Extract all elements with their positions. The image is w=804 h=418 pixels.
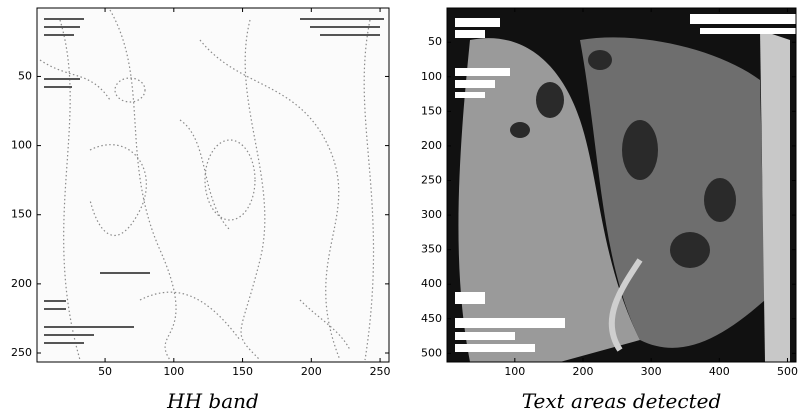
- y-tick-label: 100: [11, 139, 32, 152]
- y-tick-label: 50: [18, 69, 32, 82]
- y-tick-label: 100: [421, 70, 442, 83]
- x-tick-label: 200: [301, 365, 322, 378]
- y-tick-label: 250: [421, 174, 442, 187]
- caption: Text areas detected: [522, 389, 722, 413]
- y-tick-label: 200: [421, 139, 442, 152]
- y-tick-label: 250: [11, 346, 32, 359]
- x-tick-label: 100: [163, 365, 184, 378]
- y-tick-label: 50: [428, 35, 442, 48]
- x-tick-label: 250: [370, 365, 391, 378]
- hh-band-image: [37, 8, 389, 362]
- x-tick-label: 50: [98, 365, 112, 378]
- axes-frame: [446, 7, 797, 363]
- y-tick-label: 500: [421, 346, 442, 359]
- x-tick-label: 500: [777, 365, 798, 378]
- y-tick-label: 300: [421, 208, 442, 221]
- x-tick-label: 200: [572, 365, 593, 378]
- y-tick-label: 200: [11, 277, 32, 290]
- x-tick-label: 150: [232, 365, 253, 378]
- x-tick-label: 100: [504, 365, 525, 378]
- axes-frame: [36, 7, 390, 363]
- x-tick-label: 300: [641, 365, 662, 378]
- y-tick-label: 450: [421, 312, 442, 325]
- y-tick-label: 150: [421, 104, 442, 117]
- text-areas-image: [447, 8, 796, 362]
- y-tick-label: 400: [421, 277, 442, 290]
- x-tick-label: 400: [709, 365, 730, 378]
- y-tick-label: 350: [421, 243, 442, 256]
- caption: HH band: [166, 389, 259, 413]
- y-tick-label: 150: [11, 208, 32, 221]
